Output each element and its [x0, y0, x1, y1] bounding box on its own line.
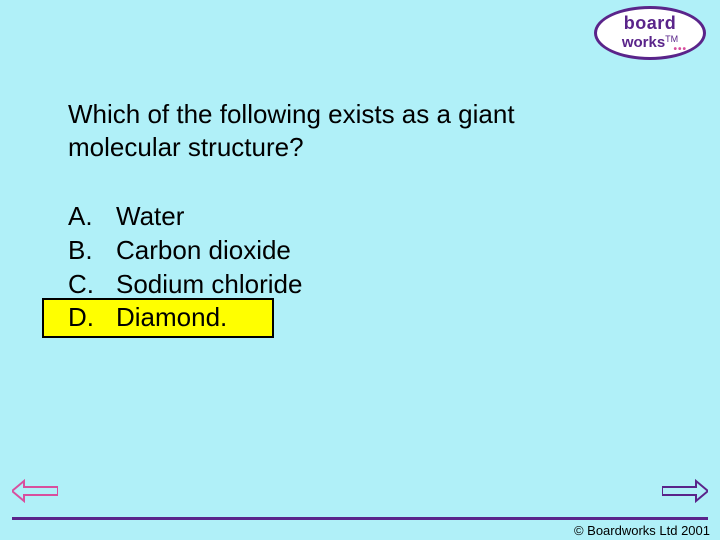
option-c[interactable]: C. Sodium chloride	[68, 268, 302, 302]
option-letter: C.	[68, 268, 116, 302]
logo-line1: board	[624, 13, 677, 33]
option-letter: B.	[68, 234, 116, 268]
question-line2: molecular structure?	[68, 131, 515, 164]
copyright-text: © Boardworks Ltd 2001	[574, 523, 710, 538]
logo-tm: TM	[665, 34, 678, 44]
logo-line2: works	[622, 34, 665, 51]
logo-dots: •••	[673, 44, 687, 55]
option-text: Sodium chloride	[116, 268, 302, 302]
option-text: Carbon dioxide	[116, 234, 291, 268]
options-list: A. Water B. Carbon dioxide C. Sodium chl…	[68, 200, 302, 335]
option-b[interactable]: B. Carbon dioxide	[68, 234, 302, 268]
option-text: Diamond.	[116, 301, 227, 335]
option-text: Water	[116, 200, 184, 234]
option-a[interactable]: A. Water	[68, 200, 302, 234]
prev-arrow-icon[interactable]	[12, 479, 58, 508]
option-letter: A.	[68, 200, 116, 234]
question-text: Which of the following exists as a giant…	[68, 98, 515, 163]
option-letter: D.	[68, 301, 116, 335]
divider	[12, 517, 708, 520]
question-line1: Which of the following exists as a giant	[68, 98, 515, 131]
next-arrow-icon[interactable]	[662, 479, 708, 508]
logo: board worksTM •••	[594, 6, 706, 60]
option-d[interactable]: D. Diamond.	[68, 301, 302, 335]
